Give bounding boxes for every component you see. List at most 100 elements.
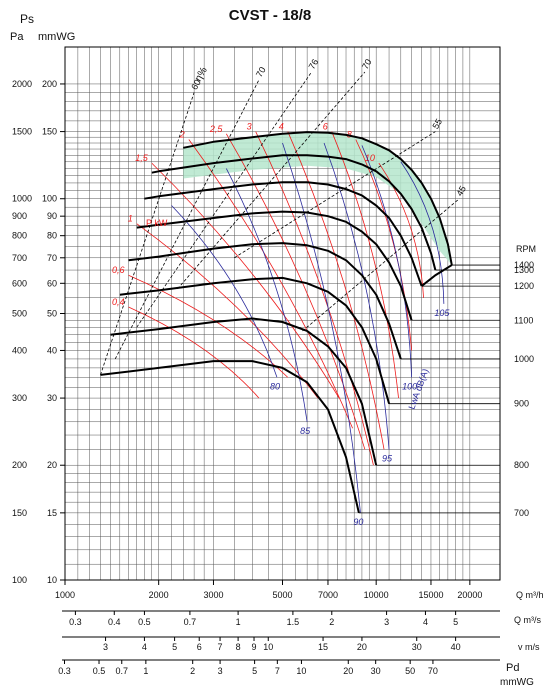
optimum-zone: [183, 132, 452, 266]
y-tick-pa: 2000: [12, 79, 32, 89]
pd-tick-label: 0.3: [58, 666, 71, 676]
optimum-envelope: [421, 264, 453, 287]
pd-unit: mmWG: [500, 677, 534, 688]
rpm-curves: [100, 131, 453, 514]
power-value: 2: [179, 129, 185, 139]
x-tick-label: 7000: [318, 590, 338, 600]
rpm-tick-label: 1300: [514, 265, 534, 275]
power-value: 6: [323, 122, 328, 132]
y-tick-pa: 500: [12, 309, 27, 319]
efficiency-ray: [234, 131, 436, 259]
q-m3s-tick-label: 5: [453, 617, 458, 627]
noise-lines: 80 85 90 95 100 105: [171, 142, 450, 527]
v-tick-label: 7: [218, 642, 223, 652]
y-tick-pa: 100: [12, 575, 27, 585]
v-tick-label: 10: [263, 642, 273, 652]
rpm-tick-label: 1200: [514, 281, 534, 291]
rpm-curve-1200: [144, 181, 423, 287]
x-tick-label: 1000: [55, 590, 75, 600]
y-tick-mmwg: 150: [42, 127, 57, 137]
y-tick-mmwg: 70: [47, 253, 57, 263]
pd-tick-label: 1: [143, 666, 148, 676]
y-tick-mmwg: 80: [47, 231, 57, 241]
v-label: v m/s: [518, 642, 540, 652]
rpm-curve-1000: [128, 242, 402, 360]
v-tick-label: 30: [412, 642, 422, 652]
efficiency-ray: [302, 198, 460, 332]
power-line: [128, 306, 260, 399]
noise-line: [282, 142, 361, 513]
pd-tick-label: 7: [275, 666, 280, 676]
power-line: [151, 162, 340, 399]
power-line: [378, 162, 424, 298]
noise-line: [225, 168, 308, 422]
efficiency-ray: [136, 71, 312, 328]
y-tick-pa: 400: [12, 345, 27, 355]
power-value: 0,6: [112, 265, 125, 275]
q-m3s-tick-label: 1: [236, 617, 241, 627]
noise-value: 80: [270, 381, 280, 391]
v-tick-label: 20: [357, 642, 367, 652]
efficiency-lines: 60 70 76 70 55 45: [100, 57, 468, 376]
efficiency-value: 55: [430, 117, 444, 131]
rpm-curve-1300: [151, 154, 437, 271]
q-m3s-tick-label: 0.3: [69, 617, 82, 627]
power-label: P kW: [146, 218, 168, 228]
y-tick-pa: 200: [12, 460, 27, 470]
v-tick-label: 40: [451, 642, 461, 652]
q-m3s-tick-label: 3: [384, 617, 389, 627]
noise-line: [171, 205, 278, 378]
v-tick-label: 5: [172, 642, 177, 652]
y-axis-ticks: 200 2000 150 1500 100 1000 90 900 80 800 70 700 60 60…: [12, 79, 65, 585]
y-tick-mmwg: 100: [42, 194, 57, 204]
x-tick-label: 2000: [149, 590, 169, 600]
power-line: [226, 133, 366, 450]
y-tick-pa: 700: [12, 253, 27, 263]
efficiency-value: 60: [189, 78, 203, 92]
rpm-tick-label: 700: [514, 508, 529, 518]
x-tick-label: 5000: [272, 590, 292, 600]
noise-line: [323, 142, 390, 450]
pd-tick-label: 20: [343, 666, 353, 676]
y-axis-ps-label: Ps: [20, 12, 34, 26]
q-m3s-tick-label: 0.5: [138, 617, 151, 627]
x-axis-ticks: 1000 2000 3000 5000 7000 10000 15000 20000: [55, 580, 482, 600]
y-tick-pa: 1000: [12, 194, 32, 204]
y-tick-pa: 300: [12, 393, 27, 403]
rpm-curve-700: [100, 360, 360, 514]
y-tick-mmwg: 15: [47, 508, 57, 518]
rpm-axis-label: RPM: [516, 244, 536, 254]
y-tick-pa: 900: [12, 211, 27, 221]
noise-value: 90: [353, 517, 363, 527]
power-line: [287, 131, 385, 450]
pd-tick-label: 0.7: [115, 666, 128, 676]
q-m3s-tick-label: 2: [329, 617, 334, 627]
rpm-curve-800: [110, 317, 378, 466]
q-m3s-tick-label: 1.5: [287, 617, 300, 627]
efficiency-ray: [114, 79, 260, 360]
power-value: 0,4: [112, 297, 125, 307]
x-tick-label: 10000: [364, 590, 389, 600]
rpm-tick-label: 1000: [514, 354, 534, 364]
noise-value: 85: [300, 426, 311, 436]
y-tick-mmwg: 60: [47, 278, 57, 288]
rpm-tick-label: 1100: [514, 315, 533, 325]
noise-line: [400, 161, 445, 304]
power-value: 10: [365, 153, 375, 163]
q-m3s-tick-label: 4: [423, 617, 428, 627]
q-m3s-label: Q m³/s: [514, 615, 541, 625]
efficiency-ray: [177, 71, 366, 290]
y-tick-mmwg: 200: [42, 79, 57, 89]
y-tick-mmwg: 90: [47, 211, 57, 221]
y-tick-mmwg: 10: [47, 575, 57, 585]
power-value: 1,5: [135, 153, 149, 163]
efficiency-value: 70: [254, 65, 268, 79]
v-tick-label: 6: [197, 642, 202, 652]
y-axis-pa-unit: Pa: [10, 31, 24, 43]
rpm-tick-label: 900: [514, 399, 529, 409]
power-line: [355, 139, 413, 351]
y-tick-pa: 150: [12, 508, 27, 518]
pd-tick-label: 5: [252, 666, 257, 676]
power-value: 8: [347, 129, 352, 139]
